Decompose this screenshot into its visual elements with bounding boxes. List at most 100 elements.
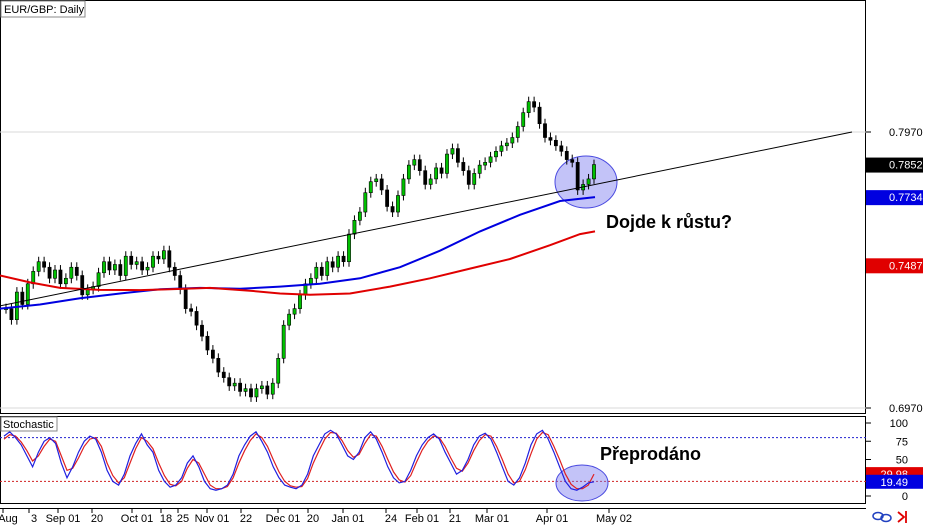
candle <box>559 140 564 157</box>
stochastic-levels <box>0 437 866 482</box>
candle <box>406 160 411 184</box>
svg-text:0.7487: 0.7487 <box>889 260 923 272</box>
candle <box>259 380 264 394</box>
candle <box>510 132 515 149</box>
moving-average-line <box>0 230 596 296</box>
candle <box>42 256 47 273</box>
candle <box>216 353 221 378</box>
candle <box>172 262 177 281</box>
price-value-label: 0.7487 <box>866 258 923 274</box>
time-tick-label: 21 <box>449 513 461 525</box>
candle <box>336 251 341 273</box>
candle <box>537 102 542 129</box>
candle <box>423 165 428 190</box>
time-tick-label: Feb 01 <box>405 513 439 525</box>
candle <box>455 143 460 168</box>
price-highlight-ellipse <box>554 155 618 209</box>
candle <box>477 160 482 179</box>
candle <box>412 154 417 171</box>
candle <box>314 262 319 284</box>
stochastic-tick-label: 100 <box>890 418 908 430</box>
candle <box>47 262 52 284</box>
candle <box>36 256 41 277</box>
price-grid <box>0 131 866 409</box>
time-tick-label: 22 <box>240 513 252 525</box>
time-tick-label: 25 <box>177 513 189 525</box>
candle <box>205 331 210 356</box>
candle <box>461 157 466 176</box>
candle <box>564 146 569 165</box>
candle <box>357 207 362 226</box>
candle <box>548 132 553 146</box>
candle <box>25 278 30 310</box>
moving-averages <box>0 196 596 310</box>
time-tick-label: Apr 01 <box>536 513 568 525</box>
candle <box>385 184 390 212</box>
candle <box>319 262 324 281</box>
candle <box>428 173 433 190</box>
candle <box>58 265 63 289</box>
price-tick-label: 0.6970 <box>889 403 923 415</box>
candle <box>161 245 166 264</box>
candle <box>543 118 547 143</box>
candle <box>189 303 194 317</box>
annotation-growth: Dojde k růstu? <box>606 212 732 232</box>
candle <box>347 229 351 267</box>
candle <box>270 378 275 400</box>
time-tick-label: May 02 <box>596 513 632 525</box>
candle <box>254 383 259 402</box>
stochastic-highlight-ellipse <box>555 464 609 502</box>
candle <box>445 149 449 179</box>
price-chart-title: EUR/GBP: Daily <box>4 4 85 16</box>
scroll-right-icon[interactable] <box>897 511 907 523</box>
stochastic-lines <box>3 429 595 491</box>
candle <box>210 345 215 364</box>
price-value-label: 0.7852 <box>866 157 923 173</box>
candle <box>265 380 270 400</box>
candle <box>129 251 134 270</box>
candle <box>69 262 74 284</box>
candle <box>145 262 150 275</box>
candle <box>243 383 248 397</box>
candle <box>532 96 537 113</box>
price-value-label: 0.7734 <box>866 190 923 206</box>
candle <box>200 320 204 342</box>
stochastic-tick-label: 50 <box>896 455 908 467</box>
time-tick-label: Dec 01 <box>266 513 301 525</box>
candle <box>352 215 357 240</box>
link-icon[interactable] <box>872 511 892 523</box>
candle <box>504 138 509 151</box>
moving-average-line <box>0 196 596 310</box>
time-tick-label: Jan 01 <box>331 513 364 525</box>
candle <box>238 378 243 397</box>
stochastic-title-box <box>0 416 58 432</box>
candle <box>102 256 106 278</box>
candle <box>374 173 379 187</box>
candle <box>232 378 237 391</box>
candle <box>515 121 520 143</box>
candle <box>521 107 526 132</box>
time-tick-label: 3 <box>31 513 37 525</box>
stochastic-tick-label: 0 <box>902 491 908 503</box>
annotation-oversold: Přeprodáno <box>600 444 701 464</box>
time-tick-label: 24 <box>385 513 397 525</box>
price-tick-label: 0.7970 <box>889 127 923 139</box>
candle <box>526 96 531 118</box>
time-tick-label: Nov 01 <box>195 513 230 525</box>
candle <box>450 143 455 160</box>
stochastic-panel-frame <box>0 416 866 504</box>
svg-text:0.7734: 0.7734 <box>889 192 923 204</box>
candle <box>483 157 488 171</box>
price-title-box <box>0 0 86 18</box>
candle <box>396 190 400 218</box>
candle <box>330 256 335 273</box>
stochastic-k-line <box>3 429 595 491</box>
candle <box>151 251 155 273</box>
candle <box>325 256 330 281</box>
price-axis: 0.6970 0.7970 0.7852 0.7734 0.7487 <box>866 127 923 415</box>
candle <box>401 173 406 201</box>
svg-text:19.49: 19.49 <box>880 477 908 489</box>
candle <box>276 353 281 389</box>
